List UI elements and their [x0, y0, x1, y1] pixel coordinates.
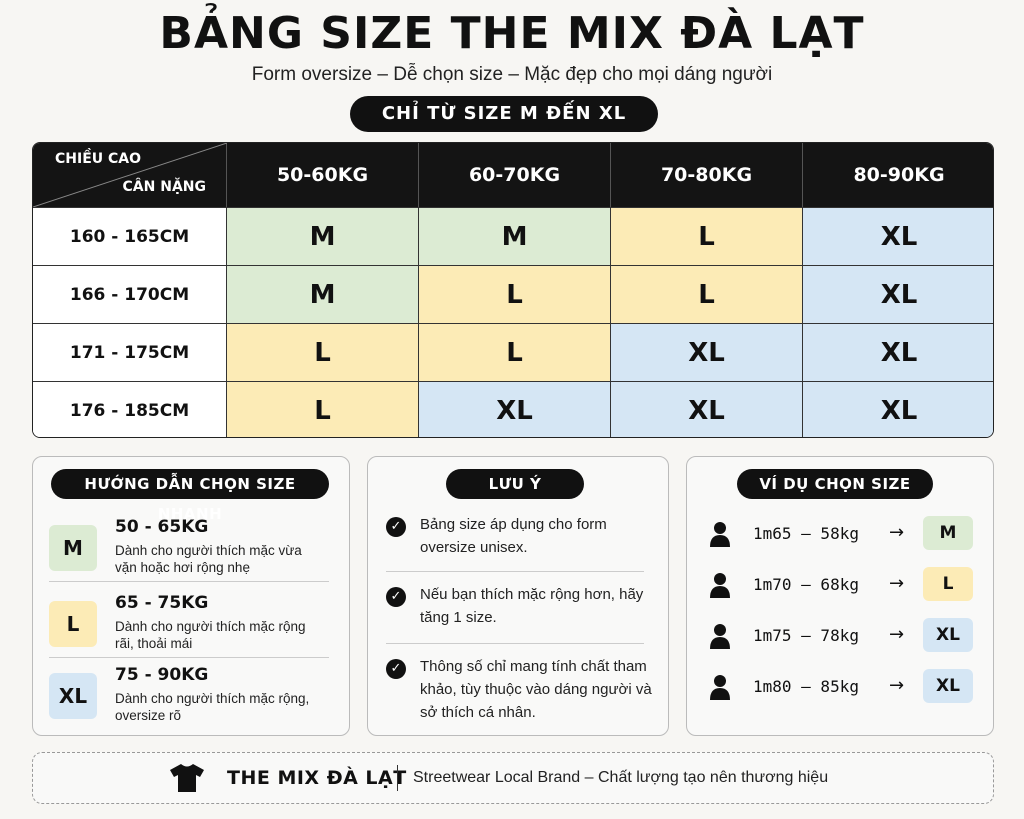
table-row: 171 - 175CM L L XL XL	[33, 323, 993, 381]
size-cell: M	[227, 208, 419, 265]
arrow-right-icon: →	[889, 624, 905, 645]
size-cell: XL	[803, 266, 993, 323]
check-circle-icon: ✓	[386, 517, 406, 537]
table-corner: CHIỀU CAO CÂN NẶNG	[33, 143, 227, 207]
size-cell: XL	[419, 382, 611, 437]
size-cell: XL	[611, 382, 803, 437]
guide-weight-range: 75 - 90KG	[115, 665, 209, 685]
size-range-pill: CHỈ TỪ SIZE M ĐẾN XL	[350, 96, 658, 132]
size-cell: L	[419, 266, 611, 323]
example-row: 1m75 – 78kg → XL	[709, 618, 977, 654]
column-header: 60-70KG	[419, 143, 611, 207]
footer-divider	[397, 765, 398, 791]
page-subtitle: Form oversize – Dễ chọn size – Mặc đẹp c…	[251, 64, 773, 85]
arrow-right-icon: →	[889, 675, 905, 696]
divider	[49, 581, 329, 582]
example-measurement: 1m80 – 85kg	[753, 677, 859, 696]
size-cell: XL	[803, 382, 993, 437]
note-text: Thông số chỉ mang tính chất tham khảo, t…	[420, 658, 652, 721]
size-badge: XL	[923, 669, 973, 703]
person-icon	[710, 675, 730, 700]
table-row: 176 - 185CM L XL XL XL	[33, 381, 993, 437]
guide-weight-range: 65 - 75KG	[115, 593, 209, 613]
size-cell: M	[227, 266, 419, 323]
size-cell: L	[227, 324, 419, 381]
row-height-label: 176 - 185CM	[33, 382, 227, 437]
size-table: CHIỀU CAO CÂN NẶNG 50-60KG 60-70KG 70-80…	[32, 142, 994, 438]
size-badge: XL	[49, 673, 97, 719]
size-cell: XL	[803, 208, 993, 265]
table-row: 160 - 165CM M M L XL	[33, 207, 993, 265]
guide-description: Dành cho người thích mặc rộng, oversize …	[115, 691, 310, 723]
tshirt-icon	[170, 764, 204, 792]
column-header: 50-60KG	[227, 143, 419, 207]
size-cell: L	[419, 324, 611, 381]
corner-diagonal	[33, 143, 227, 207]
person-icon	[710, 624, 730, 649]
size-cell: M	[419, 208, 611, 265]
divider	[386, 643, 644, 644]
size-badge: L	[49, 601, 97, 647]
size-badge: XL	[923, 618, 973, 652]
notes-panel: LƯU Ý ✓ Bảng size áp dụng cho form overs…	[367, 456, 669, 736]
guide-item: M 50 - 65KG Dành cho người thích mặc vừa…	[49, 517, 329, 583]
example-measurement: 1m75 – 78kg	[753, 626, 859, 645]
example-row: 1m80 – 85kg → XL	[709, 669, 977, 705]
size-badge: M	[49, 525, 97, 571]
divider	[386, 571, 644, 572]
guide-item: L 65 - 75KG Dành cho người thích mặc rộn…	[49, 593, 329, 659]
example-measurement: 1m70 – 68kg	[753, 575, 859, 594]
person-icon	[710, 573, 730, 598]
size-badge: L	[923, 567, 973, 601]
guide-weight-range: 50 - 65KG	[115, 517, 209, 537]
note-text: Bảng size áp dụng cho form oversize unis…	[420, 516, 607, 556]
size-cell: XL	[611, 324, 803, 381]
table-header: CHIỀU CAO CÂN NẶNG 50-60KG 60-70KG 70-80…	[33, 143, 993, 207]
row-height-label: 160 - 165CM	[33, 208, 227, 265]
arrow-right-icon: →	[889, 522, 905, 543]
examples-panel: VÍ DỤ CHỌN SIZE 1m65 – 58kg → M 1m70 – 6…	[686, 456, 994, 736]
example-row: 1m65 – 58kg → M	[709, 516, 977, 552]
guide-description: Dành cho người thích mặc vừa vặn hoặc hơ…	[115, 543, 302, 575]
note-text: Nếu bạn thích mặc rộng hơn, hãy tăng 1 s…	[420, 586, 644, 626]
size-badge: M	[923, 516, 973, 550]
row-height-label: 166 - 170CM	[33, 266, 227, 323]
row-height-label: 171 - 175CM	[33, 324, 227, 381]
divider	[49, 657, 329, 658]
examples-heading: VÍ DỤ CHỌN SIZE	[737, 469, 933, 499]
example-measurement: 1m65 – 58kg	[753, 524, 859, 543]
size-cell: L	[227, 382, 419, 437]
footer-brand: THE MIX ĐÀ LẠT	[227, 767, 407, 789]
quick-guide-heading: HƯỚNG DẪN CHỌN SIZE NHANH	[51, 469, 329, 523]
corner-height-label: CHIỀU CAO	[55, 151, 142, 167]
person-icon	[710, 522, 730, 547]
guide-item: XL 75 - 90KG Dành cho người thích mặc rộ…	[49, 665, 329, 731]
size-cell: L	[611, 208, 803, 265]
arrow-right-icon: →	[889, 573, 905, 594]
quick-guide-panel: HƯỚNG DẪN CHỌN SIZE NHANH M 50 - 65KG Dà…	[32, 456, 350, 736]
example-row: 1m70 – 68kg → L	[709, 567, 977, 603]
check-circle-icon: ✓	[386, 659, 406, 679]
column-header: 80-90KG	[853, 164, 945, 186]
column-header: 70-80KG	[611, 143, 803, 207]
footer-tagline: Streetwear Local Brand – Chất lượng tạo …	[413, 769, 829, 786]
page-title: BẢNG SIZE THE MIX ĐÀ LẠT	[159, 8, 865, 59]
footer: THE MIX ĐÀ LẠT Streetwear Local Brand – …	[32, 752, 994, 804]
guide-description: Dành cho người thích mặc rộng rãi, thoải…	[115, 619, 306, 651]
notes-heading: LƯU Ý	[446, 469, 584, 499]
table-row: 166 - 170CM M L L XL	[33, 265, 993, 323]
corner-weight-label: CÂN NẶNG	[122, 179, 206, 195]
check-circle-icon: ✓	[386, 587, 406, 607]
size-cell: XL	[803, 324, 993, 381]
size-cell: L	[611, 266, 803, 323]
